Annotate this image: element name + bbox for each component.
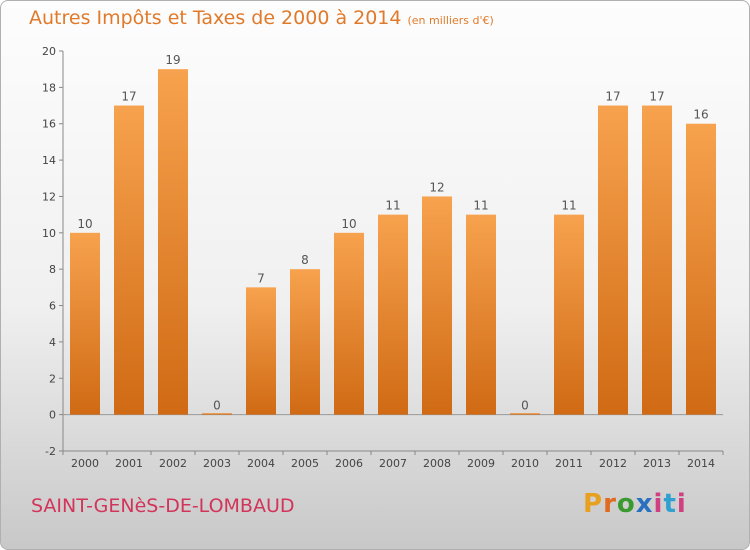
data-label-2014: 16 — [693, 108, 708, 122]
chart-unit: (en milliers d'€) — [407, 14, 494, 27]
x-tick-label: 2005 — [291, 457, 319, 470]
x-tick-label: 2006 — [335, 457, 363, 470]
chart-title: Autres Impôts et Taxes de 2000 à 2014 (en… — [29, 7, 494, 29]
data-label-2005: 8 — [301, 253, 309, 267]
data-label-2013: 17 — [649, 90, 664, 104]
data-label-2007: 11 — [385, 199, 400, 213]
x-tick-label: 2002 — [159, 457, 187, 470]
bar-2001 — [114, 105, 144, 415]
bar-2000 — [70, 232, 100, 415]
bar-2010 — [510, 413, 540, 415]
y-tick-label: 4 — [49, 336, 56, 349]
y-tick-label: -2 — [45, 445, 56, 458]
data-label-2012: 17 — [605, 90, 620, 104]
y-tick-label: 14 — [42, 154, 56, 167]
data-label-2006: 10 — [341, 217, 356, 231]
bar-2002 — [158, 69, 188, 415]
data-label-2011: 11 — [561, 199, 576, 213]
y-tick-label: 10 — [42, 227, 56, 240]
x-tick-label: 2012 — [599, 457, 627, 470]
bar-2003 — [202, 413, 232, 415]
bar-2008 — [422, 196, 452, 415]
bar-2009 — [466, 214, 496, 415]
data-label-2008: 12 — [429, 180, 444, 194]
chart-title-text: Autres Impôts et Taxes de 2000 à 2014 — [29, 7, 402, 29]
data-label-2001: 17 — [121, 90, 136, 104]
x-tick-label: 2000 — [71, 457, 99, 470]
y-tick-label: 6 — [49, 300, 56, 313]
x-tick-label: 2004 — [247, 457, 275, 470]
data-label-2002: 19 — [165, 53, 180, 67]
commune-name: SAINT-GENèS-DE-LOMBAUD — [31, 495, 295, 517]
bar-2011 — [554, 214, 584, 415]
bar-2014 — [686, 123, 716, 415]
x-tick-label: 2001 — [115, 457, 143, 470]
x-tick-label: 2013 — [643, 457, 671, 470]
data-label-2003: 0 — [213, 399, 221, 413]
y-tick-label: 2 — [49, 372, 56, 385]
proxiti-logo: Proxiti — [583, 489, 687, 519]
x-tick-label: 2014 — [687, 457, 715, 470]
x-tick-label: 2003 — [203, 457, 231, 470]
bar-2013 — [642, 105, 672, 415]
y-tick-label: 20 — [42, 45, 56, 58]
data-label-2000: 10 — [77, 217, 92, 231]
data-label-2010: 0 — [521, 399, 529, 413]
x-tick-label: 2009 — [467, 457, 495, 470]
y-tick-label: 0 — [49, 409, 56, 422]
bar-2012 — [598, 105, 628, 415]
x-tick-label: 2010 — [511, 457, 539, 470]
y-tick-label: 16 — [42, 118, 56, 131]
data-labels: 10 17 19 0 7 8 10 11 12 11 0 11 17 17 16 — [77, 53, 708, 412]
y-tick-label: 8 — [49, 263, 56, 276]
x-tick-label: 2011 — [555, 457, 583, 470]
x-tick-label: 2007 — [379, 457, 407, 470]
bar-2004 — [246, 287, 276, 415]
x-tick-label: 2008 — [423, 457, 451, 470]
data-label-2009: 11 — [473, 199, 488, 213]
y-tick-label: 12 — [42, 190, 56, 203]
data-label-2004: 7 — [257, 271, 265, 285]
y-tick-label: 18 — [42, 81, 56, 94]
bar-2007 — [378, 214, 408, 415]
bars — [70, 69, 716, 415]
bar-2005 — [290, 269, 320, 415]
bar-2006 — [334, 232, 364, 415]
